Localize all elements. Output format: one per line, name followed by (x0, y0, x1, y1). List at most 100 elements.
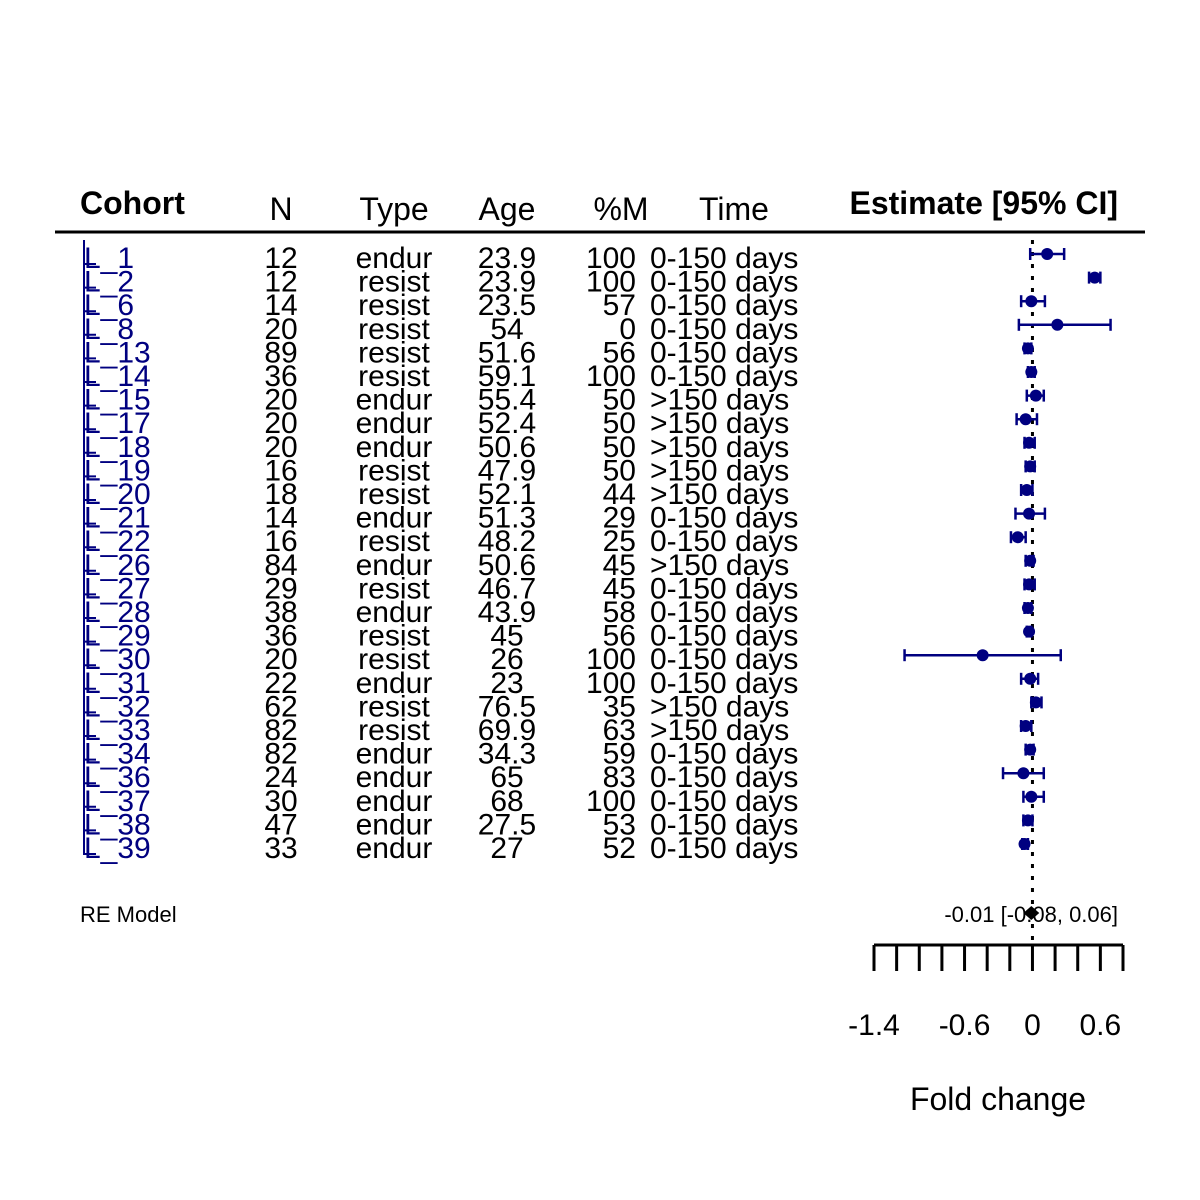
cohort-label: L_32 (84, 690, 151, 723)
cell-pm: 45 (603, 549, 636, 582)
cell-age: 68 (490, 785, 523, 818)
cell-type: endur (356, 808, 433, 841)
cell-time: >150 days (650, 549, 789, 582)
point-estimate (1021, 342, 1034, 355)
point-estimate (1024, 460, 1037, 473)
point-estimate (1021, 814, 1034, 827)
cell-time: 0-150 days (650, 738, 798, 771)
cell-n: 38 (264, 596, 297, 629)
cell-age: 51.3 (478, 502, 536, 535)
cell-type: resist (358, 525, 430, 558)
cell-n: 14 (264, 289, 297, 322)
cell-n: 16 (264, 454, 297, 487)
cell-time: 0-150 days (650, 832, 798, 865)
cell-age: 50.6 (478, 431, 536, 464)
cell-type: resist (358, 360, 430, 393)
point-estimate (1023, 625, 1036, 638)
point-estimate (1021, 602, 1034, 614)
cell-type: resist (358, 313, 430, 346)
cell-pm: 35 (603, 690, 636, 723)
point-estimate (1051, 318, 1064, 331)
point-estimate (1023, 436, 1036, 449)
cell-type: endur (356, 502, 433, 535)
cell-pm: 56 (603, 620, 636, 653)
cell-age: 27 (490, 832, 523, 865)
cell-n: 16 (264, 525, 297, 558)
cell-time: 0-150 days (650, 620, 798, 653)
point-estimate (1023, 578, 1036, 591)
point-estimate (1029, 696, 1042, 709)
cell-time: 0-150 days (650, 643, 798, 676)
cell-type: endur (356, 384, 433, 417)
cell-type: resist (358, 266, 430, 299)
header-pm: %M (593, 191, 648, 227)
cell-time: 0-150 days (650, 667, 798, 700)
cell-n: 82 (264, 714, 297, 747)
cohort-label: L_26 (84, 549, 151, 582)
cohort-label: L_31 (84, 667, 151, 700)
cohort-label: L_8 (84, 313, 134, 346)
cell-time: 0-150 days (650, 525, 798, 558)
point-estimate (1023, 507, 1036, 520)
cohort-label: L_6 (84, 289, 134, 322)
cell-time: 0-150 days (650, 808, 798, 841)
cell-age: 54 (490, 313, 523, 346)
cohort-label: L_21 (84, 502, 151, 535)
cell-pm: 57 (603, 289, 636, 322)
cell-pm: 50 (603, 454, 636, 487)
cell-type: resist (358, 289, 430, 322)
point-estimate (976, 649, 989, 662)
estimate-header: Estimate [95% CI] (849, 185, 1118, 221)
point-estimate (1029, 389, 1042, 402)
cell-time: >150 days (650, 690, 789, 723)
cell-age: 76.5 (478, 690, 536, 723)
cell-age: 52.4 (478, 407, 536, 440)
cohort-label: L_34 (84, 738, 151, 771)
cell-pm: 50 (603, 384, 636, 417)
x-axis-label: Fold change (910, 1081, 1086, 1117)
cell-n: 24 (264, 761, 297, 794)
cell-n: 33 (264, 832, 297, 865)
cell-n: 36 (264, 360, 297, 393)
cell-time: 0-150 days (650, 313, 798, 346)
cell-type: resist (358, 454, 430, 487)
cell-type: resist (358, 714, 430, 747)
cell-time: 0-150 days (650, 502, 798, 535)
cell-n: 20 (264, 407, 297, 440)
header-time: Time (699, 191, 769, 227)
cell-n: 30 (264, 785, 297, 818)
cohort-label: L_20 (84, 478, 151, 511)
cohort-label: L_2 (84, 266, 134, 299)
cell-age: 23.5 (478, 289, 536, 322)
cell-type: resist (358, 690, 430, 723)
cell-time: >150 days (650, 454, 789, 487)
header-cohort: Cohort (80, 185, 185, 221)
cell-time: 0-150 days (650, 572, 798, 605)
cell-type: resist (358, 643, 430, 676)
cell-age: 26 (490, 643, 523, 676)
cell-type: endur (356, 761, 433, 794)
cell-time: 0-150 days (650, 785, 798, 818)
cell-pm: 58 (603, 596, 636, 629)
cell-time: >150 days (650, 407, 789, 440)
cell-age: 47.9 (478, 454, 536, 487)
cell-n: 18 (264, 478, 297, 511)
point-estimate (1017, 767, 1030, 780)
point-estimate (1024, 743, 1037, 756)
cell-pm: 100 (586, 643, 636, 676)
cohort-label: L_38 (84, 808, 151, 841)
cell-n: 12 (264, 242, 297, 275)
cohort-label: L_13 (84, 336, 151, 369)
cell-time: >150 days (650, 384, 789, 417)
cell-n: 22 (264, 667, 297, 700)
cell-time: >150 days (650, 431, 789, 464)
cell-type: resist (358, 478, 430, 511)
cell-n: 82 (264, 738, 297, 771)
cell-age: 50.6 (478, 549, 536, 582)
cell-n: 14 (264, 502, 297, 535)
cell-type: endur (356, 738, 433, 771)
cohort-label: L_29 (84, 620, 151, 653)
cell-n: 89 (264, 336, 297, 369)
cell-type: endur (356, 667, 433, 700)
point-estimate (1088, 271, 1101, 284)
